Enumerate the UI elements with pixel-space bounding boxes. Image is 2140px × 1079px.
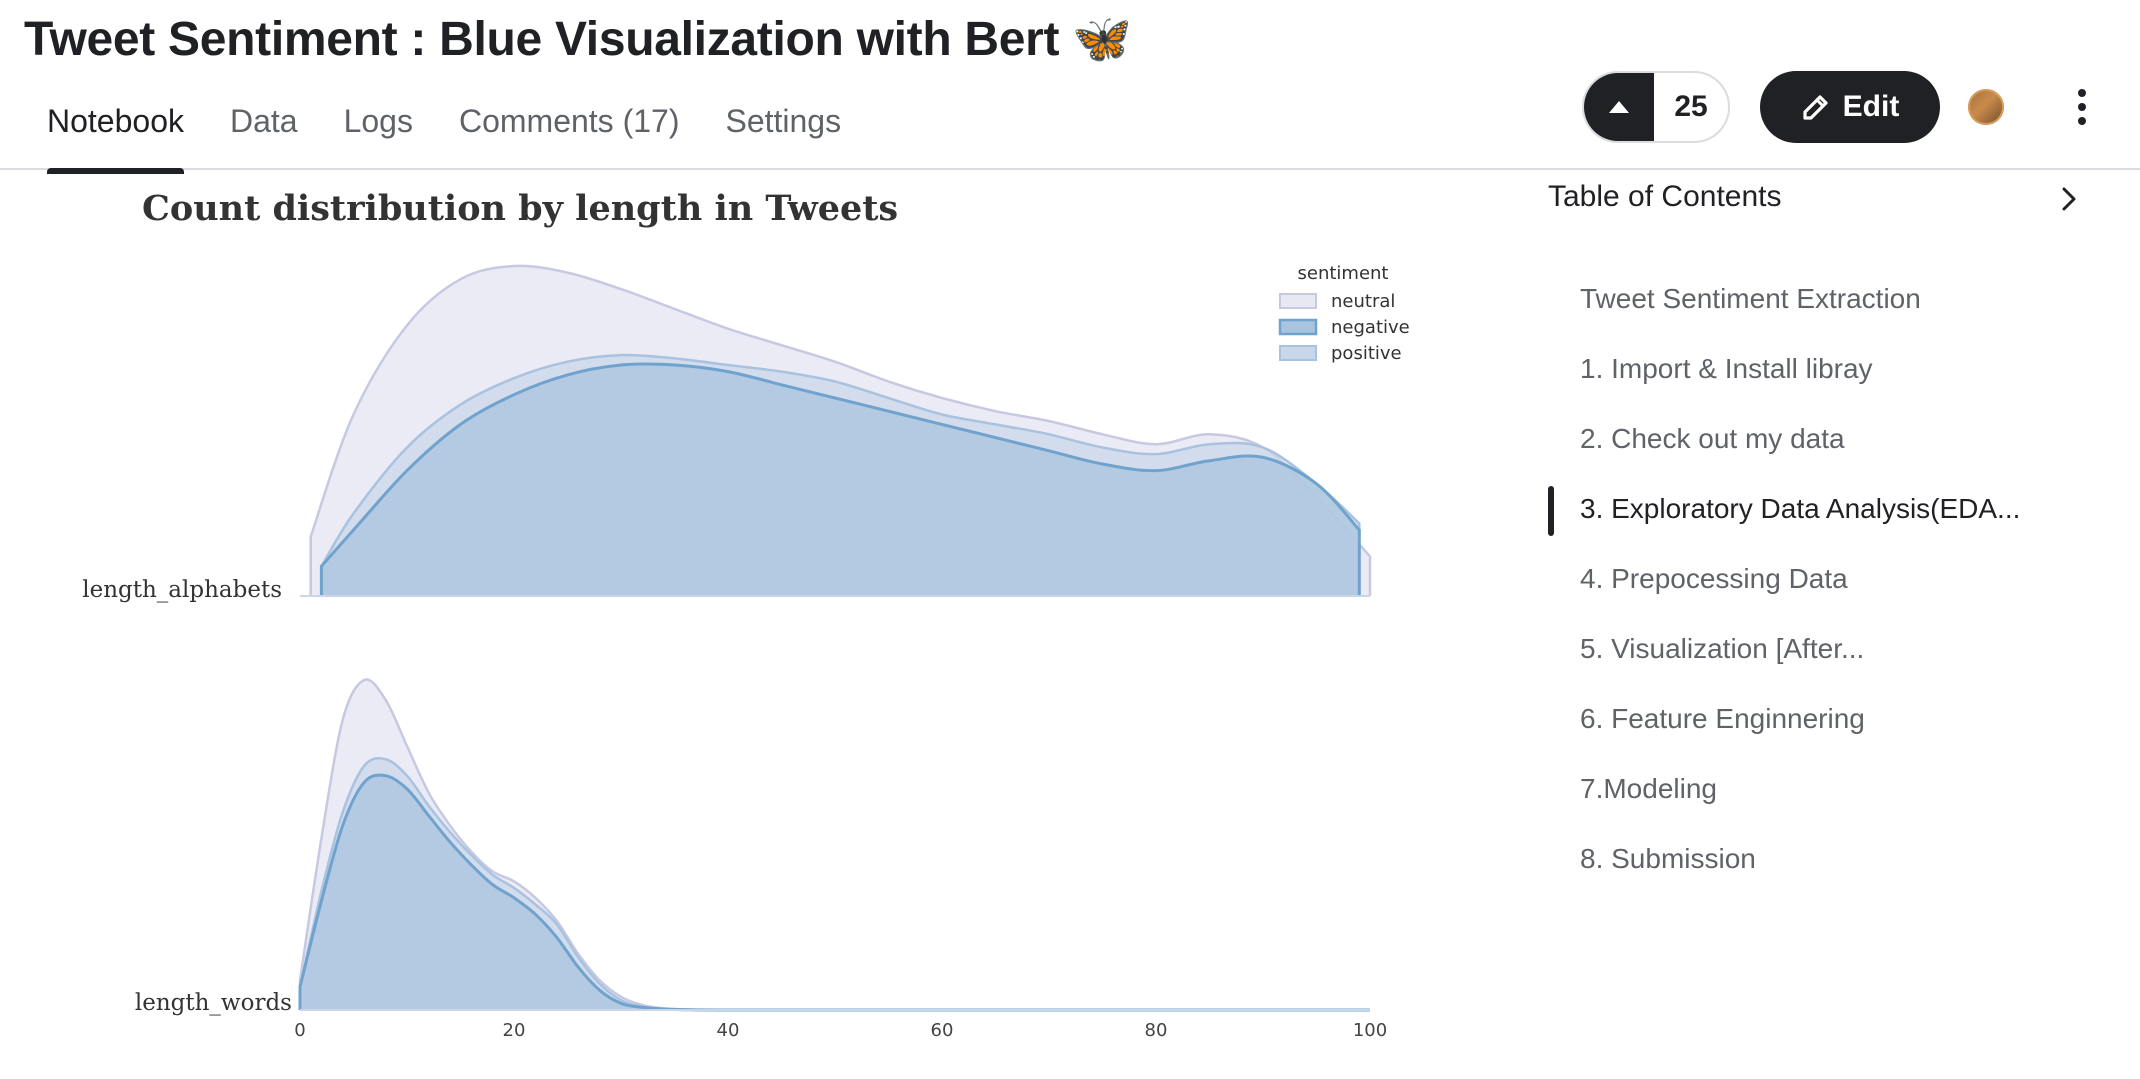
notebook-header: Tweet Sentiment : Blue Visualization wit… <box>0 0 2140 174</box>
row-label-length-words: length_words <box>135 990 292 1016</box>
density-areas <box>298 264 1372 1012</box>
toc-item-feature-engineering[interactable]: 6. Feature Enginnering <box>1580 703 1865 734</box>
toc-item-import-install[interactable]: 1. Import & Install libray <box>1580 353 1873 384</box>
upvote-control: 25 <box>1582 71 1730 143</box>
chevron-right-icon[interactable] <box>2054 184 2084 214</box>
x-tick-label: 40 <box>717 1020 740 1041</box>
caret-up-icon <box>1609 101 1629 113</box>
avatar[interactable] <box>1968 89 2004 125</box>
row-label-length-alphabets: length_alphabets <box>82 577 282 603</box>
toc-item-tweet-sentiment-extraction[interactable]: Tweet Sentiment Extraction <box>1580 283 1921 314</box>
toc-item-visualization[interactable]: 5. Visualization [After... <box>1580 633 1865 664</box>
edit-button-label: Edit <box>1842 90 1900 123</box>
toc-item-modeling[interactable]: 7.Modeling <box>1580 773 1717 804</box>
notebook-tabs: Notebook Data Logs Comments (17) Setting… <box>24 96 864 174</box>
toc-active-marker <box>1548 486 1554 536</box>
area-length_words-negative <box>300 775 1370 1011</box>
toc-item-eda[interactable]: 3. Exploratory Data Analysis(EDA... <box>1580 493 2021 524</box>
tab-logs[interactable]: Logs <box>343 103 413 139</box>
table-of-contents: Table of Contents Tweet Sentiment Extrac… <box>1530 170 2140 1074</box>
legend-label-neutral: neutral <box>1331 291 1395 312</box>
tab-comments[interactable]: Comments (17) <box>458 103 680 139</box>
toc-item-submission[interactable]: 8. Submission <box>1580 843 1756 874</box>
legend-swatch-negative <box>1278 318 1318 336</box>
tab-data[interactable]: Data <box>229 103 298 139</box>
x-tick-label: 100 <box>1353 1020 1387 1041</box>
legend-swatch-neutral <box>1279 293 1317 309</box>
toc-item-preprocessing[interactable]: 4. Prepocessing Data <box>1580 563 1848 594</box>
upvote-button[interactable] <box>1584 73 1654 141</box>
legend-title: sentiment <box>1298 263 1389 284</box>
x-tick-label: 60 <box>931 1020 954 1041</box>
legend-label-positive: positive <box>1331 343 1402 364</box>
toc-header: Table of Contents <box>1548 180 1782 213</box>
area-length_words-positive <box>300 758 1370 1011</box>
notebook-output: Count distribution by length in Tweets s… <box>0 170 1530 1074</box>
tab-notebook[interactable]: Notebook <box>24 96 207 174</box>
line-length_alphabets-negative <box>319 362 1361 596</box>
chart-title: Count distribution by length in Tweets <box>142 188 898 229</box>
x-axis: 0 20 40 60 80 100 <box>294 1020 1387 1041</box>
area-length_alphabets-negative <box>321 363 1360 596</box>
x-tick-label: 20 <box>503 1020 526 1041</box>
tab-settings[interactable]: Settings <box>725 103 842 139</box>
legend-swatch-positive <box>1279 345 1317 361</box>
pencil-icon <box>1803 95 1828 120</box>
more-options-icon[interactable] <box>2066 86 2098 128</box>
legend-label-negative: negative <box>1331 317 1410 338</box>
notebook-title: Tweet Sentiment : Blue Visualization wit… <box>24 13 1132 66</box>
chart-legend: sentiment neutral negative positive <box>1278 263 1410 364</box>
line-length_alphabets-positive <box>320 353 1361 596</box>
vote-count: 25 <box>1674 90 1708 123</box>
x-tick-label: 0 <box>294 1020 305 1041</box>
edit-button[interactable]: Edit <box>1760 71 1940 143</box>
joyplot-chart: Count distribution by length in Tweets s… <box>82 188 1410 1041</box>
x-tick-label: 80 <box>1145 1020 1168 1041</box>
line-length_alphabets-neutral <box>309 264 1372 596</box>
toc-item-check-data[interactable]: 2. Check out my data <box>1580 423 1845 454</box>
